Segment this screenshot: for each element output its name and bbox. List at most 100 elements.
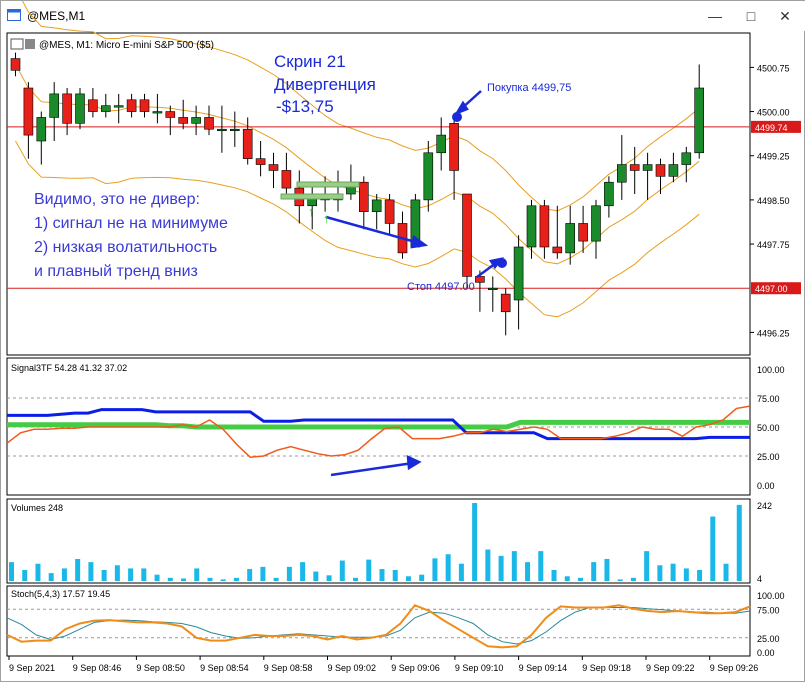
candle[interactable] (694, 87, 705, 154)
candle[interactable] (642, 164, 653, 171)
candle[interactable] (462, 193, 472, 277)
volume-bar (114, 565, 120, 581)
price-label: 4496.25 (757, 328, 790, 338)
volume-bar (498, 555, 504, 581)
candle[interactable] (565, 223, 576, 254)
candle[interactable] (668, 164, 679, 177)
price-label: 4497.75 (757, 240, 790, 250)
candle[interactable] (10, 58, 21, 71)
candle[interactable] (242, 128, 253, 159)
buy-level-tag (751, 120, 801, 133)
candle[interactable] (49, 93, 60, 118)
volume-bar (339, 560, 345, 581)
candle[interactable] (552, 246, 563, 254)
signal-level-label: 75.00 (757, 394, 780, 404)
up-arrow-icon: ↑ (323, 211, 330, 226)
volume-bar (564, 576, 570, 581)
candle[interactable] (629, 164, 640, 171)
close-button[interactable]: ✕ (771, 5, 799, 27)
candle[interactable] (526, 205, 537, 248)
close-icon: ✕ (779, 7, 791, 24)
volume-bar (61, 568, 67, 581)
volume-bar (736, 504, 742, 581)
candle[interactable] (165, 111, 176, 118)
candle[interactable] (281, 170, 292, 189)
candle[interactable] (449, 123, 459, 171)
candle[interactable] (513, 246, 524, 301)
stoch-level-label: 100.00 (757, 591, 785, 601)
volume-bar (260, 566, 266, 581)
candle[interactable] (578, 223, 588, 242)
annotation-arrows (325, 90, 504, 477)
maximize-icon: □ (746, 8, 756, 24)
main-chart-header: @MES, M1: Micro E-mini S&P 500 ($5) (39, 40, 214, 51)
title-bar[interactable]: @MES,M1 — □ ✕ (1, 1, 806, 31)
volume-bar (551, 569, 557, 581)
signal-rectangle: ↑ ↑ (280, 181, 360, 226)
candle[interactable] (475, 276, 485, 283)
candle[interactable] (230, 128, 240, 132)
candle[interactable] (616, 164, 627, 183)
volume-bar (313, 571, 319, 581)
signal-blue-line (7, 408, 750, 441)
candle[interactable] (487, 287, 498, 291)
candle[interactable] (62, 93, 72, 124)
volume-bar (644, 551, 650, 581)
volume-bar (432, 558, 438, 581)
annotation-title-1: Скрин 21 (274, 52, 346, 71)
candle[interactable] (217, 128, 227, 132)
volume-bar (300, 562, 306, 581)
candle[interactable] (113, 105, 124, 108)
candle[interactable] (384, 199, 395, 224)
volume-bar (247, 569, 253, 581)
stoch-level-label: 25.00 (757, 634, 780, 644)
stop-marker[interactable] (497, 258, 507, 268)
candle[interactable] (23, 87, 34, 136)
candle[interactable] (423, 152, 434, 201)
signal-green-line (7, 419, 750, 430)
candle[interactable] (88, 99, 98, 112)
volume-bar (458, 563, 464, 581)
candle[interactable] (436, 134, 447, 154)
volume-bar (22, 569, 28, 581)
candle[interactable] (371, 199, 382, 212)
candle[interactable] (268, 164, 279, 171)
volume-panel[interactable] (6, 498, 751, 584)
note-line-3: 2) низкая волатильность (34, 239, 217, 256)
volume-bar (9, 562, 14, 581)
price-label: 4500.00 (757, 108, 790, 118)
candle[interactable] (75, 93, 85, 124)
candle[interactable] (204, 117, 214, 130)
candle[interactable] (500, 293, 511, 313)
candle[interactable] (655, 164, 666, 177)
candle[interactable] (539, 205, 550, 248)
candle[interactable] (358, 181, 369, 212)
candle[interactable] (255, 158, 266, 165)
candle[interactable] (604, 181, 614, 207)
volume-bar (617, 579, 623, 581)
candle[interactable] (152, 111, 163, 114)
maximize-button[interactable]: □ (737, 5, 765, 27)
candle[interactable] (591, 205, 601, 242)
candle[interactable] (681, 152, 692, 165)
candle[interactable] (126, 99, 137, 112)
volume-bar (525, 562, 531, 581)
volume-header: Volumes 248 (11, 503, 63, 513)
volume-bar (657, 565, 663, 581)
volume-bottom-label: 4 (757, 574, 762, 584)
main-chart-panel[interactable] (6, 32, 751, 356)
time-label: 9 Sep 08:50 (136, 663, 185, 673)
candle[interactable] (191, 117, 201, 124)
volume-bar (511, 551, 517, 581)
signal-level-label: 25.00 (757, 452, 780, 462)
volume-bar (445, 554, 451, 581)
candle[interactable] (36, 117, 47, 142)
candle[interactable] (101, 105, 111, 112)
minimize-button[interactable]: — (701, 5, 729, 27)
candle[interactable] (178, 117, 188, 124)
candle[interactable] (139, 99, 150, 112)
chart-header: @MES, M1: Micro E-mini S&P 500 ($5) (10, 38, 214, 51)
buy-marker[interactable] (452, 112, 462, 122)
